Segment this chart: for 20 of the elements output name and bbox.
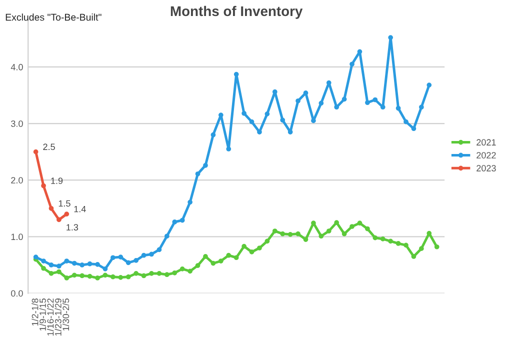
x-tick-label: 1/2-1/8 [32, 298, 38, 326]
y-tick-label: 3.0 [11, 120, 23, 127]
data-label: 1.9 [51, 178, 63, 184]
legend-label: 2023 [476, 165, 496, 172]
y-tick-label: 4.0 [10, 64, 23, 70]
y-tick-label: 2.0 [11, 177, 23, 184]
annotation: Excludes "To-Be-Built" [6, 14, 102, 21]
chart-title: Months of Inventory [170, 6, 303, 19]
x-tick-label: 1/16-1/22 [47, 298, 54, 336]
y-tick-label: 0.0 [11, 290, 23, 297]
data-label: 1.3 [66, 224, 78, 231]
data-label: 1.5 [58, 200, 70, 207]
legend-label: 2021 [476, 139, 496, 146]
data-label: 1.4 [74, 206, 86, 212]
x-tick-label: 1/9-1/15 [39, 298, 46, 331]
y-tick-label: 1.0 [11, 234, 23, 240]
data-label: 2.5 [43, 144, 55, 150]
x-tick-label: 1/23-1/29 [54, 298, 62, 336]
legend-label: 2022 [476, 152, 496, 158]
x-tick-label: 1/30-2/5 [62, 298, 70, 331]
